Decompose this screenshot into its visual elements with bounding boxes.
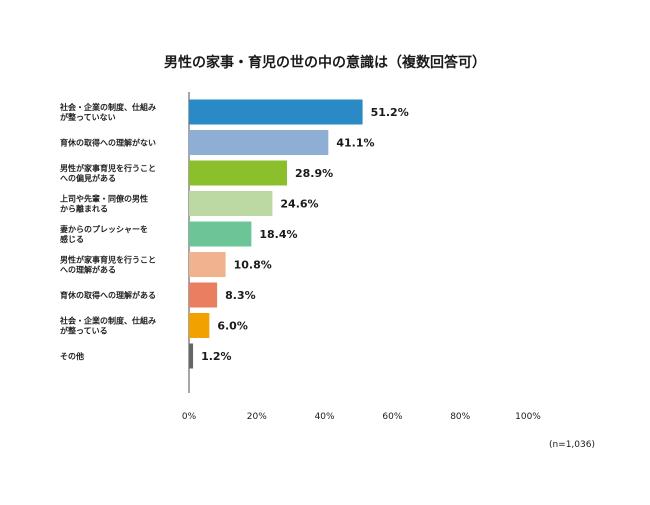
x-tick-2: 20% (247, 412, 267, 422)
bar-3 (189, 160, 287, 186)
category-label-4-line-1: 上司や先輩・同僚の男性 (60, 194, 148, 204)
category-label-6-line-2: への理解がある (60, 265, 116, 275)
value-labels: 51.2% 41.1% 28.9% 24.6% 18.4% 10.8% 8.3% 6.0% 1.… (201, 106, 409, 363)
chart-title: 男性の家事・育児の世の中の意識は（複数回答可） (164, 54, 486, 71)
bar-6 (189, 252, 226, 277)
category-label-1-line-2: が整っていない (60, 112, 116, 122)
value-label-8: 6.0% (217, 320, 248, 333)
category-labels: 社会・企業の制度、仕組みが整っていない育休の取得への理解がない男性が家事育児を行… (59, 102, 156, 361)
bar-1 (189, 99, 363, 125)
bar-group (189, 99, 363, 369)
bar-7 (189, 282, 218, 308)
category-label-8-line-1: 社会・企業の制度、仕組み (59, 316, 156, 326)
value-label-2: 41.1% (336, 137, 374, 150)
category-label-2-line-1: 育休の取得への理解がない (60, 138, 156, 148)
category-label-9-line-1: その他 (60, 351, 84, 361)
x-axis-ticks: 0% 20% 40% 60% 80% 100% (182, 412, 541, 422)
x-tick-1: 0% (182, 412, 197, 422)
value-label-6: 10.8% (234, 259, 272, 272)
sample-size-note: (n=1,036) (549, 440, 595, 450)
bar-5 (189, 221, 252, 247)
category-label-3-line-2: への偏見がある (60, 173, 116, 183)
bar-9 (189, 343, 194, 369)
bar-4 (189, 191, 273, 216)
category-label-5-line-2: 感じる (60, 234, 84, 244)
category-label-6-line-1: 男性が家事育児を行うこと (60, 255, 156, 265)
bar-8 (189, 313, 210, 338)
category-label-4-line-2: から離まれる (60, 204, 108, 214)
x-tick-3: 40% (315, 412, 335, 422)
value-label-9: 1.2% (201, 350, 232, 363)
x-tick-6: 100% (515, 412, 541, 422)
value-label-3: 28.9% (295, 167, 333, 180)
value-label-4: 24.6% (280, 198, 318, 211)
category-label-1-line-1: 社会・企業の制度、仕組み (59, 102, 156, 112)
x-tick-4: 60% (382, 412, 402, 422)
x-tick-5: 80% (450, 412, 470, 422)
category-label-8-line-2: が整っている (60, 326, 108, 336)
value-label-1: 51.2% (371, 106, 409, 119)
bar-2 (189, 130, 329, 155)
category-label-5-line-1: 妻からのプレッシャーを (60, 224, 148, 234)
value-label-7: 8.3% (225, 289, 256, 302)
category-label-7-line-1: 育休の取得への理解がある (60, 290, 156, 300)
value-label-5: 18.4% (259, 228, 297, 241)
category-label-3-line-1: 男性が家事育児を行うこと (60, 163, 156, 173)
